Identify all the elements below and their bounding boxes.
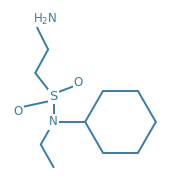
Text: O: O (74, 76, 83, 89)
Text: H$_2$N: H$_2$N (33, 12, 57, 27)
Text: N: N (49, 115, 58, 128)
Text: S: S (49, 90, 58, 103)
Text: O: O (13, 105, 23, 118)
